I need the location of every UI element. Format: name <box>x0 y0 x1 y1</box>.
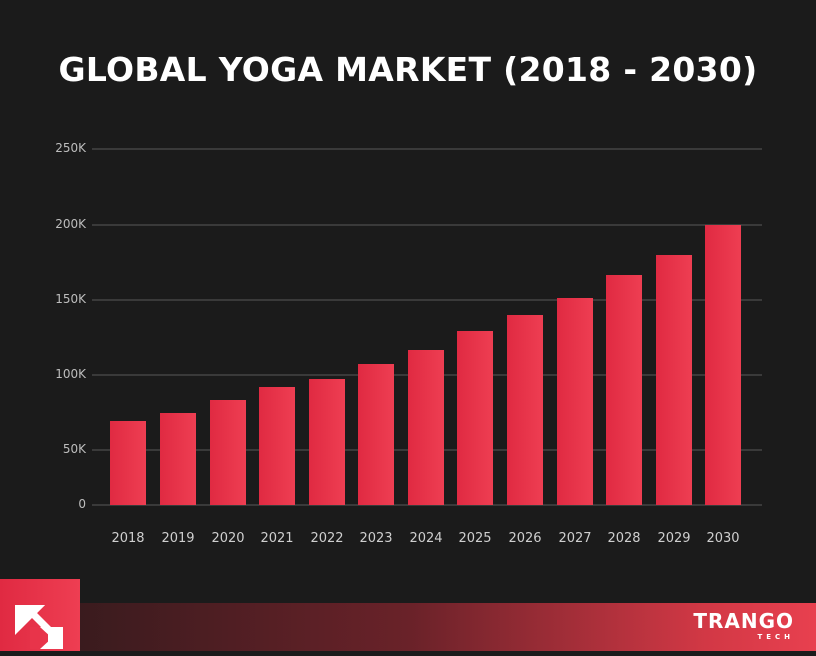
bar-2020 <box>210 400 246 505</box>
x-tick-label: 2019 <box>161 531 195 546</box>
gridline <box>92 224 762 226</box>
bar-2024 <box>408 350 444 505</box>
x-tick-label: 2020 <box>211 531 245 546</box>
bar-chart-plot-area: 0 50K 100K 150K 200K 250K 2018 2019 2020 2021 2022… <box>55 141 762 546</box>
logo-box <box>0 579 80 651</box>
y-tick-label: 50K <box>62 442 86 456</box>
x-tick-label: 2027 <box>558 531 592 546</box>
footer-band <box>80 603 816 651</box>
x-tick-label: 2028 <box>607 531 641 546</box>
y-tick-label: 150K <box>55 292 86 306</box>
brand-subtitle: TECH <box>757 633 794 641</box>
bar-2021 <box>259 387 295 505</box>
x-tick-label: 2023 <box>359 531 393 546</box>
chart-title: GLOBAL YOGA MARKET (2018 - 2030) <box>58 50 758 89</box>
x-tick-label: 2024 <box>409 531 443 546</box>
bar-2023 <box>358 364 394 505</box>
bar-2022 <box>309 379 345 505</box>
x-tick-label: 2018 <box>111 531 145 546</box>
brand-logo: TRANGO TECH <box>693 611 794 641</box>
y-tick-label: 0 <box>78 497 86 511</box>
arrow-up-left-icon <box>15 605 63 649</box>
x-tick-label: 2029 <box>657 531 691 546</box>
bar-2025 <box>457 331 493 505</box>
bar-2028 <box>606 275 642 505</box>
bar-2026 <box>507 315 543 505</box>
gridline <box>92 299 762 301</box>
bar-2029 <box>656 255 692 505</box>
x-tick-label: 2026 <box>508 531 542 546</box>
bar-2027 <box>557 298 593 505</box>
x-tick-label: 2021 <box>260 531 294 546</box>
y-tick-label: 200K <box>55 217 86 231</box>
bar-2030 <box>705 225 741 505</box>
x-tick-label: 2025 <box>458 531 492 546</box>
x-tick-label: 2030 <box>706 531 740 546</box>
gridline <box>92 504 762 506</box>
brand-name: TRANGO <box>693 609 794 633</box>
y-tick-label: 100K <box>55 367 86 381</box>
y-tick-label: 250K <box>55 141 86 155</box>
bar-2018 <box>110 421 146 505</box>
bar-2019 <box>160 413 196 505</box>
gridline <box>92 148 762 150</box>
x-tick-label: 2022 <box>310 531 344 546</box>
